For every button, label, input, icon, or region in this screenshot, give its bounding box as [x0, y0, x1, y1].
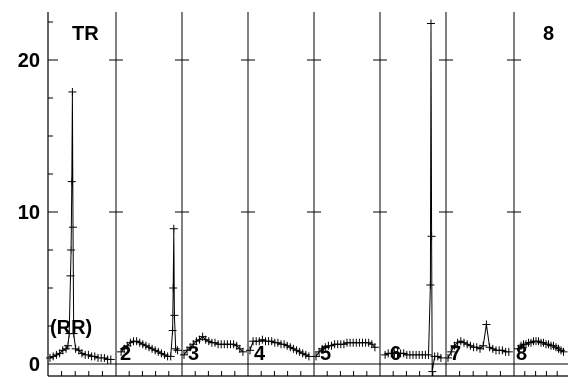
- data-point-marker: [559, 347, 568, 356]
- series-layer: [46, 19, 568, 376]
- top-left-label: TR: [72, 23, 99, 45]
- data-point-marker: [168, 326, 177, 335]
- data-point-marker: [173, 346, 182, 355]
- panel-number-label: 6: [390, 343, 401, 365]
- data-point-marker: [106, 355, 115, 364]
- data-point-marker: [69, 223, 78, 232]
- data-point-marker: [488, 344, 497, 353]
- data-point-marker: [180, 350, 188, 359]
- panel-number-label: 5: [320, 343, 331, 365]
- data-point-marker: [436, 353, 445, 362]
- data-point-marker: [485, 343, 494, 352]
- series-line-panel-6: [384, 23, 442, 372]
- top-right-label: 8: [543, 23, 554, 45]
- data-point-marker: [66, 271, 75, 280]
- labels-layer: TR 8 (RR) 2 3 4 5 6 7 8: [50, 23, 554, 365]
- bottom-left-label: (RR): [50, 317, 92, 339]
- data-point-marker: [424, 350, 433, 359]
- data-point-marker: [427, 232, 436, 241]
- data-point-marker: [169, 224, 178, 233]
- data-point-marker: [246, 346, 254, 355]
- data-point-marker: [78, 349, 86, 358]
- data-point-marker: [90, 352, 99, 361]
- data-point-marker: [67, 246, 76, 254]
- data-point-marker: [472, 343, 481, 352]
- data-point-marker: [68, 87, 77, 96]
- data-point-marker: [71, 344, 80, 353]
- data-point-marker: [426, 19, 435, 28]
- data-point-marker: [170, 311, 179, 320]
- data-point-marker: [426, 280, 435, 289]
- y-tick-label: 20: [18, 50, 40, 72]
- data-point-marker: [456, 337, 465, 346]
- data-point-marker: [171, 344, 180, 353]
- data-point-marker: [498, 346, 507, 355]
- data-point-marker: [460, 338, 468, 347]
- data-point-marker: [504, 347, 513, 356]
- panel-number-label: 4: [254, 343, 266, 365]
- data-point-marker: [444, 353, 452, 362]
- data-point-marker: [370, 343, 379, 352]
- data-point-marker: [304, 352, 313, 361]
- data-point-marker: [63, 341, 72, 350]
- data-point-marker: [100, 353, 109, 362]
- data-point-marker: [428, 367, 437, 376]
- data-point-marker: [238, 347, 247, 356]
- data-point-marker: [482, 320, 491, 329]
- panel-number-label: 3: [188, 343, 199, 365]
- y-tick-label: 0: [29, 354, 40, 376]
- panel-number-label: 8: [516, 343, 527, 365]
- data-point-marker: [479, 341, 488, 350]
- axes-layer: 0 10 20: [18, 12, 568, 377]
- data-point-marker: [52, 350, 61, 359]
- data-point-marker: [84, 350, 93, 359]
- data-point-marker: [49, 352, 58, 361]
- panel-number-label: 2: [120, 343, 131, 365]
- data-point-marker: [67, 177, 76, 186]
- data-point-marker: [69, 329, 78, 338]
- y-tick-label: 10: [18, 202, 40, 224]
- data-point-marker: [46, 353, 54, 362]
- data-point-marker: [312, 352, 320, 361]
- data-point-marker: [58, 346, 67, 355]
- data-point-marker: [463, 340, 472, 349]
- series-line-panel-2: [120, 228, 178, 357]
- data-point-marker: [466, 341, 475, 350]
- data-point-marker: [447, 347, 456, 356]
- panel-number-label: 7: [450, 343, 461, 365]
- data-point-marker: [169, 284, 178, 292]
- data-point-marker: [166, 352, 175, 361]
